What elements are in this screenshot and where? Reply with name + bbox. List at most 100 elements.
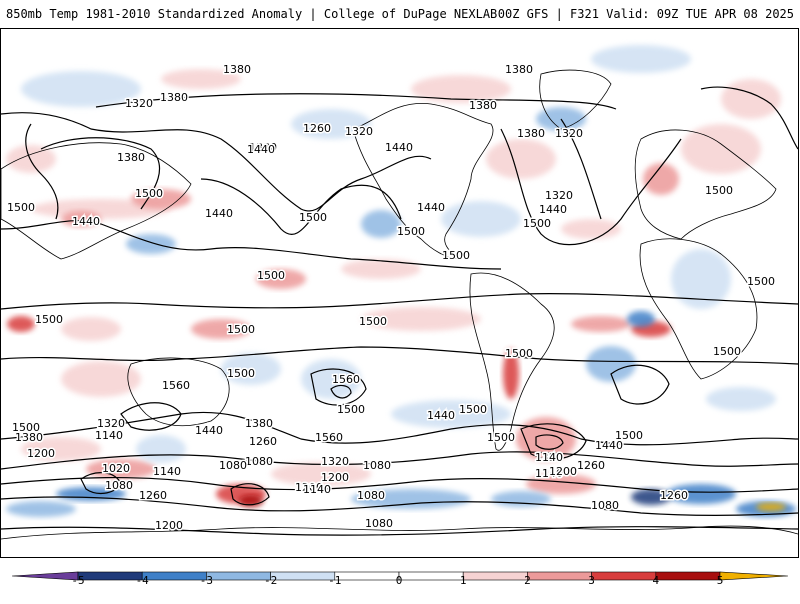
contour-label: 1140 [535, 451, 563, 464]
colorbar-segment [462, 571, 528, 581]
anomaly-region [131, 189, 191, 209]
anomaly-region [627, 311, 655, 327]
anomaly-region [681, 124, 761, 174]
contour-label: 1020 [102, 462, 130, 475]
contour-label: 1380 [517, 127, 545, 140]
height-contour [560, 118, 602, 220]
anomaly-region [6, 501, 76, 517]
contour-label: 1440 [427, 409, 455, 422]
contour-label: 1500 [257, 269, 285, 282]
height-contours [1, 86, 798, 536]
anomaly-region [86, 459, 156, 479]
anomaly-region [256, 269, 306, 289]
contour-label: 1320 [545, 189, 573, 202]
height-contour [230, 483, 270, 506]
contour-label: 1320 [125, 97, 153, 110]
contour-label: 1080 [219, 459, 247, 472]
height-contour [25, 123, 59, 220]
contour-label: 1440 [595, 439, 623, 452]
contour-label: 1260 [577, 459, 605, 472]
contour-label: 1140 [153, 465, 181, 478]
contour-label: 1500 [459, 403, 487, 416]
contour-label: 1200 [549, 465, 577, 478]
contour-label: 1260 [139, 489, 167, 502]
colorbar-tick-label: -3 [199, 574, 214, 587]
anomaly-region [486, 139, 556, 179]
anomaly-region [61, 211, 101, 227]
contour-label: 1440 [247, 143, 275, 156]
contour-label: 1500 [227, 323, 255, 336]
contour-label: 1500 [359, 315, 387, 328]
contour-label: 1500 [487, 431, 515, 444]
contour-label: 1500 [35, 313, 63, 326]
anomaly-region [61, 317, 121, 341]
colorbar-segment [655, 571, 721, 581]
height-contour [1, 293, 798, 310]
contour-label: 1200 [295, 481, 323, 494]
height-contour [40, 137, 161, 210]
contour-label: 1200 [27, 447, 55, 460]
anomaly-region [21, 71, 141, 107]
anomaly-region [221, 353, 281, 385]
contour-label: 1200 [321, 471, 349, 484]
contour-label: 1140 [303, 483, 331, 496]
height-contour [95, 93, 617, 110]
contour-label: 1500 [705, 184, 733, 197]
contour-label: 1440 [72, 215, 100, 228]
colorbar-segment [398, 571, 464, 581]
height-contour [1, 112, 432, 212]
contour-label: 1080 [105, 479, 133, 492]
anomaly-region [706, 387, 776, 411]
coastline-path [469, 272, 555, 451]
colorbar-svg [11, 571, 789, 581]
colorbar-segment [270, 571, 336, 581]
contour-label: 1440 [195, 424, 223, 437]
anomaly-region [721, 79, 781, 119]
coastlines [1, 69, 798, 540]
coastline-path [352, 102, 494, 260]
contour-label: 1260 [660, 489, 688, 502]
anomaly-region [756, 503, 786, 511]
map-header: 850mb Temp 1981-2010 Standardized Anomal… [0, 0, 800, 28]
anomaly-region [586, 346, 636, 382]
colorbar-segment [334, 571, 400, 581]
anomaly-region [161, 69, 241, 89]
colorbar-segment [77, 571, 143, 581]
colorbar-arrow-high [719, 571, 789, 581]
contour-label: 1440 [539, 203, 567, 216]
colorbar-tick-label: 3 [588, 574, 595, 587]
contour-label: 1560 [162, 379, 190, 392]
contour-label: 1500 [505, 347, 533, 360]
contour-label: 1500 [299, 211, 327, 224]
anomaly-region [341, 259, 421, 279]
contour-label: 1560 [315, 431, 343, 444]
anomaly-region [136, 435, 186, 463]
height-contour [700, 86, 798, 150]
anomaly-region [441, 201, 521, 237]
anomaly-region [561, 219, 621, 239]
product-title: 850mb Temp 1981-2010 Standardized Anomal… [6, 7, 498, 21]
height-contour [80, 472, 122, 494]
contour-label: 1500 [12, 421, 40, 434]
height-contour [1, 526, 798, 536]
anomaly-region [191, 319, 251, 339]
map-panel: 1380 1380 1320 1380 1260 1320 1440 1380 1380 1380… [0, 28, 799, 558]
height-contour [500, 128, 682, 246]
contour-label: 1500 [397, 225, 425, 238]
colorbar-tick-label: 5 [716, 574, 724, 587]
anomaly-region [6, 145, 56, 173]
contour-label: 1380 [249, 141, 277, 154]
colorbar-segment [591, 571, 657, 581]
height-contour [610, 364, 670, 405]
contour-label: 1500 [227, 367, 255, 380]
colorbar-arrow-low [11, 571, 79, 581]
contour-label: 1380 [15, 431, 43, 444]
contour-label: 1500 [523, 217, 551, 230]
anomaly-region [7, 316, 35, 332]
contour-label: 1200 [577, 459, 605, 472]
anomaly-region [391, 400, 511, 428]
anomaly-region [526, 474, 596, 494]
anomaly-region [291, 109, 371, 139]
height-contour [520, 423, 587, 460]
